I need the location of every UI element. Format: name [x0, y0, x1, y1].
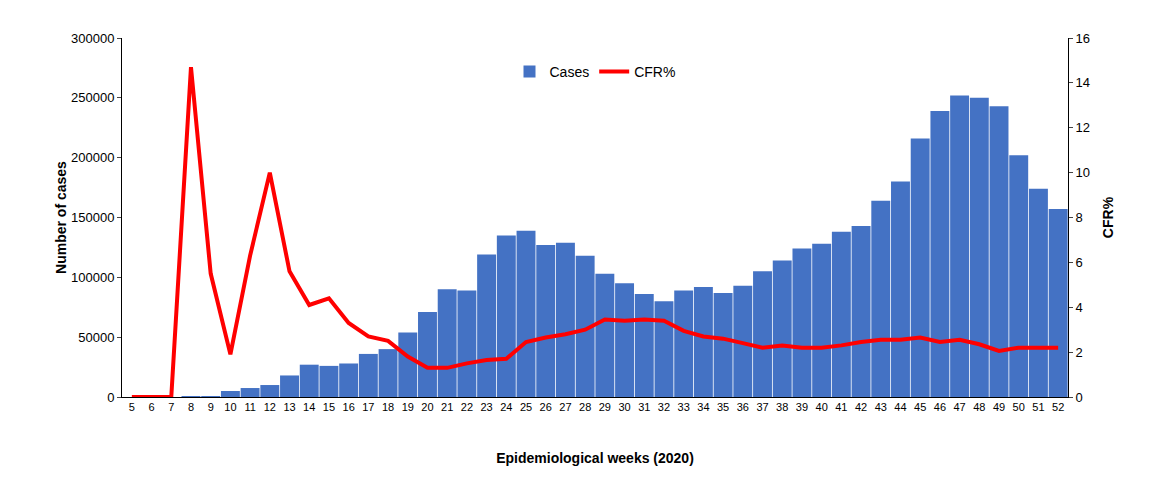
svg-text:2: 2 [1076, 345, 1083, 360]
svg-text:47: 47 [953, 401, 965, 413]
svg-text:34: 34 [697, 401, 709, 413]
svg-text:21: 21 [441, 401, 453, 413]
svg-text:12: 12 [264, 401, 276, 413]
svg-text:0: 0 [107, 390, 114, 405]
svg-text:46: 46 [934, 401, 946, 413]
svg-text:6: 6 [148, 401, 154, 413]
svg-text:35: 35 [717, 401, 729, 413]
svg-text:12: 12 [1076, 120, 1090, 135]
svg-text:Cases: Cases [550, 64, 590, 80]
svg-text:100000: 100000 [71, 270, 114, 285]
svg-text:150000: 150000 [71, 210, 114, 225]
svg-text:300000: 300000 [71, 31, 114, 46]
svg-text:20: 20 [421, 401, 433, 413]
svg-text:27: 27 [559, 401, 571, 413]
svg-text:5: 5 [129, 401, 135, 413]
svg-text:7: 7 [168, 401, 174, 413]
svg-text:50000: 50000 [78, 330, 114, 345]
svg-text:15: 15 [323, 401, 335, 413]
svg-text:45: 45 [914, 401, 926, 413]
svg-text:16: 16 [343, 401, 355, 413]
svg-text:33: 33 [678, 401, 690, 413]
svg-text:31: 31 [638, 401, 650, 413]
svg-text:37: 37 [756, 401, 768, 413]
svg-text:24: 24 [500, 401, 512, 413]
svg-text:52: 52 [1052, 401, 1064, 413]
svg-text:51: 51 [1032, 401, 1044, 413]
svg-text:40: 40 [816, 401, 828, 413]
svg-text:19: 19 [402, 401, 414, 413]
svg-text:10: 10 [1076, 165, 1090, 180]
svg-text:18: 18 [382, 401, 394, 413]
svg-text:41: 41 [835, 401, 847, 413]
svg-text:39: 39 [796, 401, 808, 413]
svg-text:200000: 200000 [71, 150, 114, 165]
svg-text:23: 23 [480, 401, 492, 413]
svg-text:50: 50 [1013, 401, 1025, 413]
svg-text:49: 49 [993, 401, 1005, 413]
svg-text:22: 22 [461, 401, 473, 413]
svg-text:28: 28 [579, 401, 591, 413]
svg-text:36: 36 [737, 401, 749, 413]
svg-text:13: 13 [283, 401, 295, 413]
svg-text:14: 14 [303, 401, 315, 413]
svg-text:9: 9 [208, 401, 214, 413]
svg-text:25: 25 [520, 401, 532, 413]
svg-text:CFR%: CFR% [1100, 196, 1116, 238]
svg-text:16: 16 [1076, 31, 1090, 46]
svg-text:32: 32 [658, 401, 670, 413]
svg-text:17: 17 [362, 401, 374, 413]
svg-text:38: 38 [776, 401, 788, 413]
svg-text:8: 8 [188, 401, 194, 413]
svg-text:Number of cases: Number of cases [53, 161, 69, 274]
svg-text:4: 4 [1076, 300, 1083, 315]
svg-text:30: 30 [618, 401, 630, 413]
svg-text:CFR%: CFR% [634, 64, 675, 80]
svg-text:Epidemiological weeks (2020): Epidemiological weeks (2020) [496, 450, 694, 466]
svg-text:8: 8 [1076, 210, 1083, 225]
svg-text:250000: 250000 [71, 90, 114, 105]
svg-text:11: 11 [244, 401, 255, 413]
svg-text:10: 10 [224, 401, 236, 413]
svg-text:0: 0 [1076, 390, 1083, 405]
svg-text:48: 48 [973, 401, 985, 413]
svg-text:6: 6 [1076, 255, 1083, 270]
svg-text:14: 14 [1076, 75, 1090, 90]
svg-text:44: 44 [894, 401, 906, 413]
svg-text:43: 43 [875, 401, 887, 413]
svg-text:29: 29 [599, 401, 611, 413]
svg-text:26: 26 [540, 401, 552, 413]
svg-text:42: 42 [855, 401, 867, 413]
